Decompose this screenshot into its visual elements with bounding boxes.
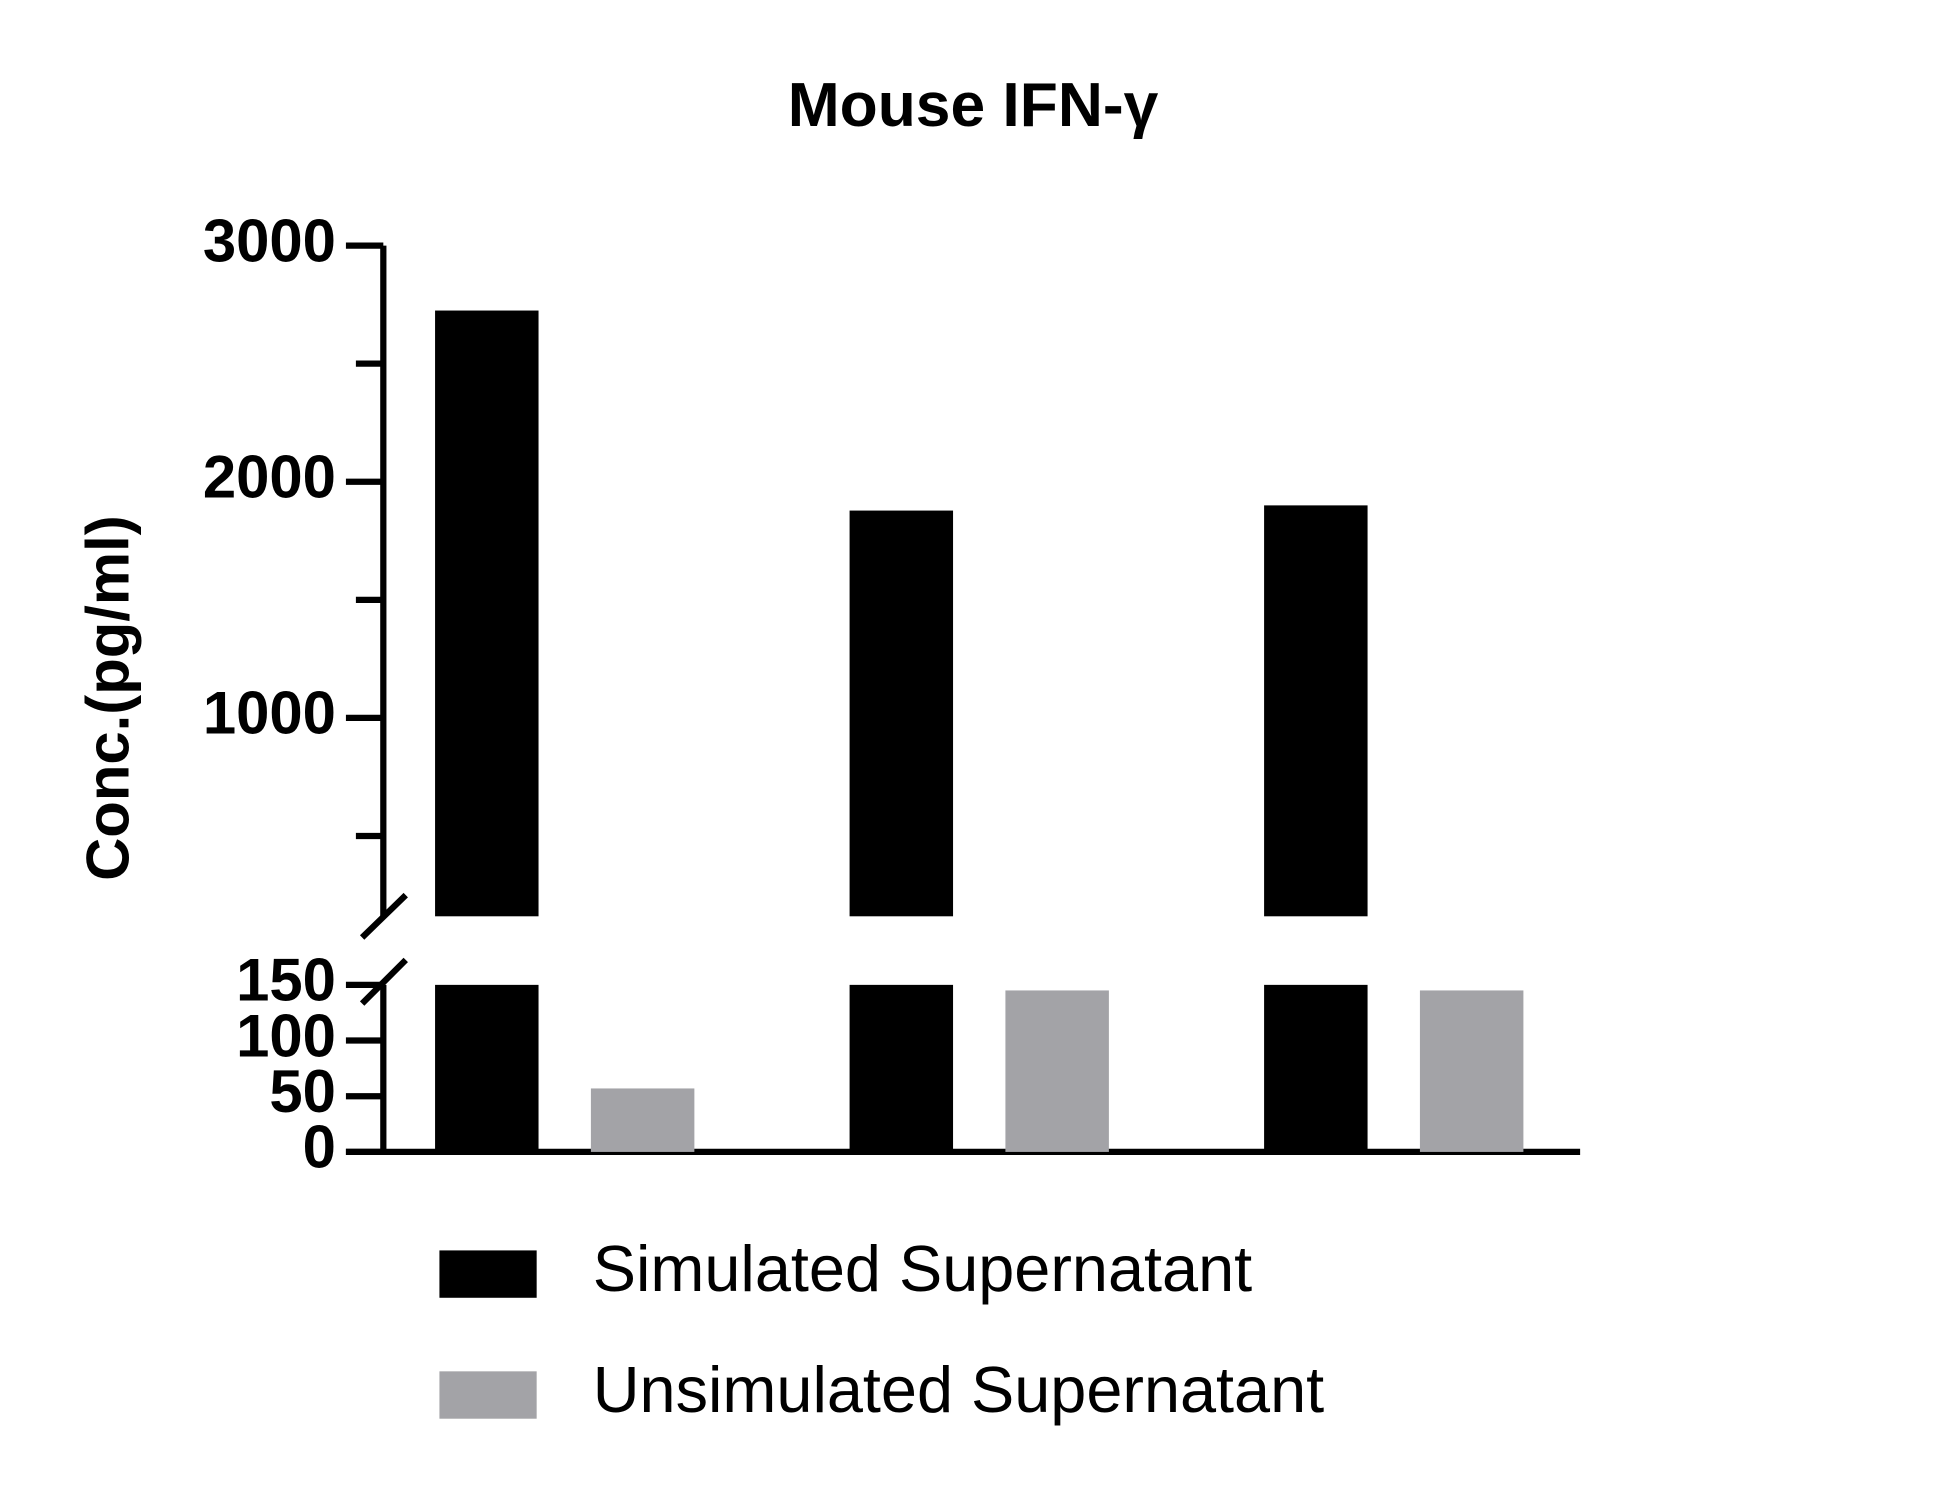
chart-title: Mouse IFN-γ: [788, 71, 1159, 140]
bar: [849, 510, 954, 917]
bar: [590, 1088, 695, 1152]
axis-break: [359, 957, 408, 1006]
bar: [1264, 984, 1368, 1152]
legend-swatch: [439, 1250, 537, 1298]
y-tick-label: 50: [269, 1058, 336, 1125]
bar: [1005, 990, 1109, 1152]
axes: [345, 245, 1581, 1156]
bar: [1264, 505, 1368, 917]
bar: [435, 984, 539, 1152]
bar: [435, 310, 539, 917]
legend-label: Unsimulated Supernatant: [593, 1353, 1324, 1426]
y-tick-label: 0: [303, 1114, 336, 1181]
y-axis-label: Conc.(pg/ml): [75, 515, 142, 881]
legend-swatch: [439, 1371, 537, 1419]
y-tick-label: 2000: [203, 444, 336, 511]
y-tick-label: 100: [236, 1002, 336, 1069]
bar: [1419, 990, 1524, 1152]
bar: [849, 984, 954, 1152]
legend-label: Simulated Supernatant: [593, 1232, 1252, 1305]
y-tick-label: 3000: [203, 207, 336, 274]
axis-break: [359, 892, 408, 940]
y-tick-label: 1000: [203, 680, 336, 747]
y-tick-label: 150: [236, 947, 336, 1014]
